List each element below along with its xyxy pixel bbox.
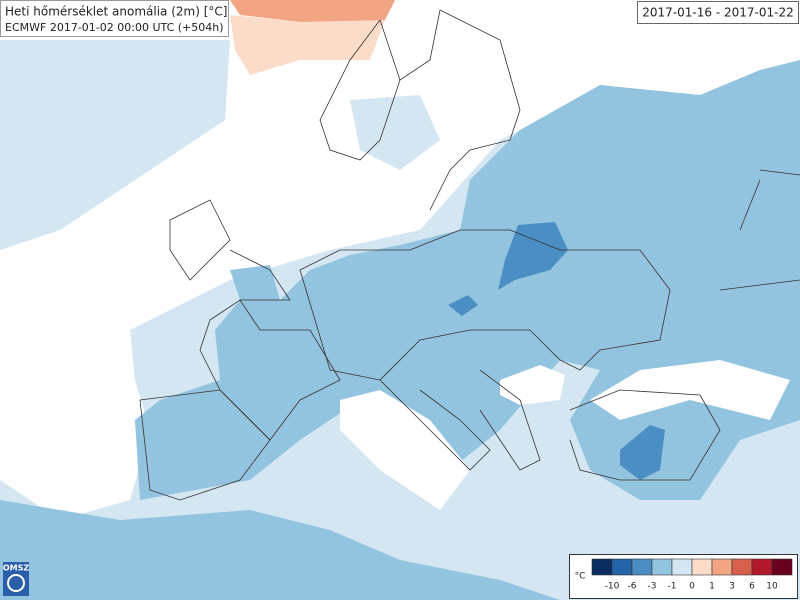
anomaly-neutral — [340, 360, 790, 510]
legend-label: -3 — [648, 582, 657, 592]
period-box — [637, 1, 799, 24]
legend-label: 0 — [689, 582, 695, 592]
legend-label: -1 — [668, 582, 677, 592]
period: 2017-01-16 - 2017-01-22 — [642, 6, 793, 20]
legend-unit: °C — [575, 572, 586, 582]
legend: -10 -6 -3 -1 0 1 3 6 10 — [591, 558, 793, 592]
legend-label: -10 — [605, 582, 620, 592]
legend-swatch — [631, 558, 653, 576]
legend-swatch — [691, 558, 713, 576]
legend-swatch — [591, 558, 613, 576]
legend-label: -6 — [628, 582, 637, 592]
logo-icon — [7, 574, 25, 592]
legend-swatch — [711, 558, 733, 576]
legend-swatch — [771, 558, 793, 576]
anomaly-warm — [230, 0, 395, 25]
coastlines — [139, 9, 800, 501]
logo: OMSZ — [3, 564, 30, 573]
run-info: ECMWF 2017-01-02 00:00 UTC (+504h) — [5, 21, 224, 34]
anomaly-mild — [230, 15, 385, 75]
legend-label: 10 — [766, 582, 778, 592]
legend-swatch — [671, 558, 693, 576]
header-box — [0, 0, 229, 37]
legend-swatch — [751, 558, 773, 576]
legend-label: 3 — [729, 582, 735, 592]
legend-swatch — [651, 558, 673, 576]
anomaly-strong — [448, 222, 665, 480]
title: Heti hőmérséklet anomália (2m) [°C] — [5, 5, 227, 19]
legend-label: 1 — [709, 582, 715, 592]
legend-swatch — [731, 558, 753, 576]
legend-label: 6 — [749, 582, 755, 592]
legend-swatch — [611, 558, 633, 576]
